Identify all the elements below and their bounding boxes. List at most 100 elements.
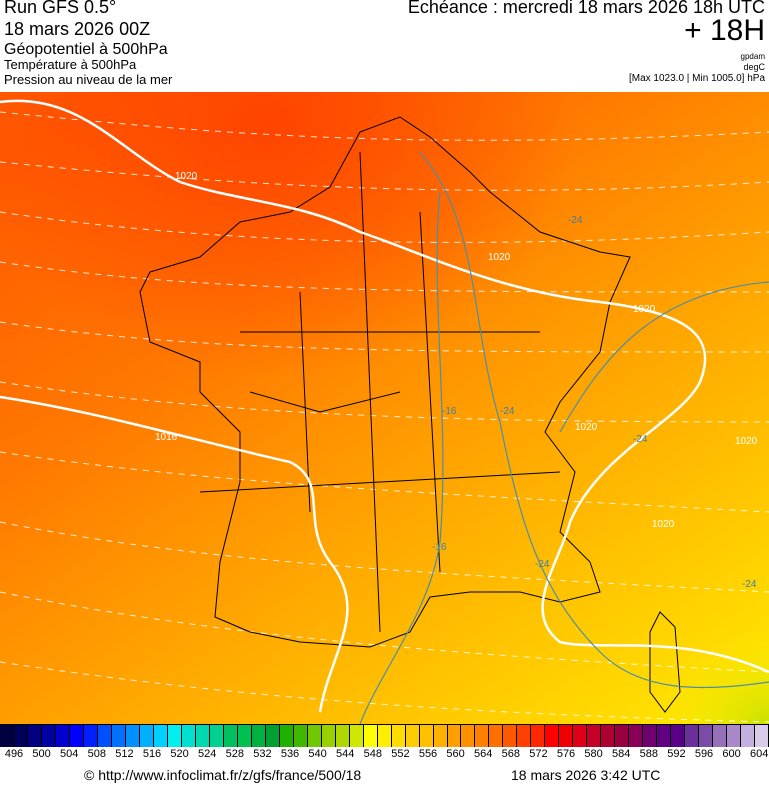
- color-swatch: [251, 725, 266, 747]
- color-scale-label: 564: [474, 748, 493, 760]
- color-swatch: [601, 725, 616, 747]
- geopotential-low: [0, 92, 769, 724]
- color-swatch: [167, 725, 182, 747]
- color-scale-label: 552: [391, 748, 410, 760]
- color-swatch: [41, 725, 56, 747]
- color-scale-label: 600: [722, 748, 741, 760]
- color-swatch: [363, 725, 378, 747]
- pressure-range: [Max 1023.0 | Min 1005.0] hPa: [628, 73, 765, 84]
- color-swatch: [517, 725, 532, 747]
- color-scale-label: 528: [225, 748, 244, 760]
- color-swatch: [307, 725, 322, 747]
- color-swatch: [573, 725, 588, 747]
- color-swatch: [377, 725, 392, 747]
- unit-degc: degC: [743, 62, 765, 72]
- color-swatch: [643, 725, 658, 747]
- color-swatch: [125, 725, 140, 747]
- color-swatch: [55, 725, 70, 747]
- color-scale-labels: 496 500 504 508 512 516 520 524 528 532 536 540 544 5…: [0, 748, 769, 762]
- color-swatch: [0, 725, 14, 747]
- color-swatch: [181, 725, 196, 747]
- color-swatch: [489, 725, 504, 747]
- geopotential-dashed-contours: [0, 111, 769, 723]
- color-swatch: [699, 725, 714, 747]
- color-scale-label: 604: [750, 748, 769, 760]
- color-swatch: [545, 725, 560, 747]
- color-swatch: [279, 725, 294, 747]
- color-swatch: [265, 725, 280, 747]
- color-scale-label: 536: [280, 748, 300, 760]
- color-swatch: [447, 725, 462, 747]
- color-scale-label: 500: [32, 748, 51, 760]
- isotherm-label: -24: [633, 434, 648, 445]
- color-swatch: [321, 725, 336, 747]
- color-swatch: [209, 725, 224, 747]
- lead-time: + 18H: [684, 14, 765, 47]
- color-scale-label: 592: [667, 748, 686, 760]
- isobar-label: 1020: [575, 422, 598, 433]
- color-swatch: [433, 725, 448, 747]
- run-title: Run GFS 0.5°: [4, 0, 117, 17]
- isotherm-label: -24: [568, 215, 583, 226]
- color-swatch: [13, 725, 28, 747]
- color-scale-label: 520: [170, 748, 189, 760]
- run-date: 18 mars 2026 00Z: [4, 19, 151, 39]
- weather-map: 1020 1020 1020 1016 1020 1020 1020 -24 -…: [0, 92, 769, 724]
- isotherms: [359, 151, 769, 724]
- color-scale: [0, 724, 769, 747]
- color-scale-label: 532: [253, 748, 272, 760]
- forecast-time: Echéance : mercredi 18 mars 2026 18h UTC: [407, 0, 765, 17]
- color-swatch: [195, 725, 210, 747]
- field-pressure: Pression au niveau de la mer: [4, 72, 173, 87]
- color-swatch: [223, 725, 238, 747]
- isotherm-label: -16: [442, 406, 457, 417]
- color-scale-label: 496: [4, 748, 24, 760]
- color-swatch: [727, 725, 742, 747]
- color-swatch: [615, 725, 630, 747]
- color-swatch: [559, 725, 574, 747]
- color-scale-label: 572: [529, 748, 548, 760]
- color-swatch: [475, 725, 490, 747]
- color-scale-label: 508: [87, 748, 106, 760]
- color-swatch: [419, 725, 434, 747]
- color-swatch: [587, 725, 602, 747]
- france-borders: [139, 116, 681, 713]
- color-swatch: [657, 725, 672, 747]
- isobar-label: 1020: [488, 252, 511, 263]
- unit-gpdam: gpdam: [740, 52, 765, 61]
- color-swatch: [671, 725, 686, 747]
- color-swatch: [83, 725, 98, 747]
- color-scale-label: 504: [60, 748, 79, 760]
- isobar-label: 1020: [175, 171, 198, 182]
- color-swatch: [461, 725, 476, 747]
- isotherm-label: -24: [535, 559, 550, 570]
- isobar-label: 1020: [735, 436, 758, 447]
- color-scale-label: 524: [198, 748, 217, 760]
- color-swatch: [335, 725, 350, 747]
- color-swatch: [97, 725, 112, 747]
- color-swatch: [405, 725, 420, 747]
- color-scale-label: 548: [363, 748, 382, 760]
- color-swatch: [685, 725, 700, 747]
- color-scale-label: 544: [336, 748, 355, 760]
- isotherm-label: -24: [500, 406, 515, 417]
- color-scale-label: 560: [446, 748, 465, 760]
- color-scale-label: 568: [501, 748, 520, 760]
- color-swatch: [237, 725, 252, 747]
- color-scale-label: 556: [418, 748, 438, 760]
- color-scale-label: 588: [639, 748, 658, 760]
- color-scale-label: 512: [115, 748, 134, 760]
- color-swatch: [69, 725, 84, 747]
- color-swatch: [153, 725, 168, 747]
- color-swatch: [755, 725, 769, 747]
- footer-url: © http://www.infoclimat.fr/z/gfs/france/…: [84, 767, 362, 783]
- color-swatch: [27, 725, 42, 747]
- color-swatch: [629, 725, 644, 747]
- color-scale-label: 580: [584, 748, 603, 760]
- field-temperature: Température à 500hPa: [4, 57, 137, 72]
- isobar-label: 1020: [633, 304, 656, 315]
- color-swatch: [349, 725, 364, 747]
- isobars: [0, 99, 769, 713]
- color-scale-label: 576: [556, 748, 576, 760]
- footer-time: 18 mars 2026 3:42 UTC: [511, 767, 661, 783]
